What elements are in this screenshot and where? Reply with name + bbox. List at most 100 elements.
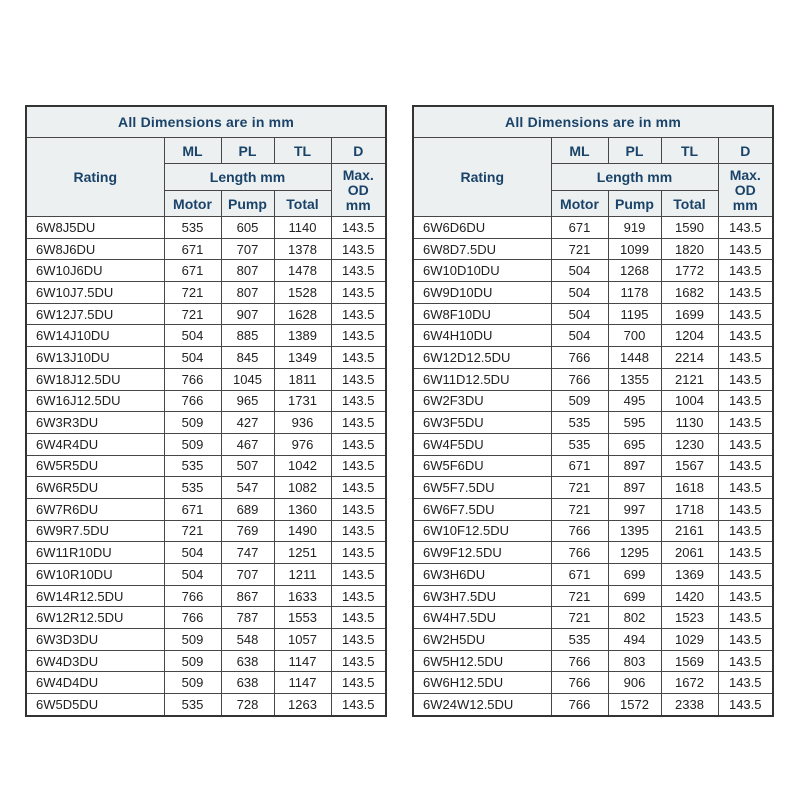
rating-cell: 6W14R12.5DU	[25, 584, 165, 608]
pump-value: 699	[607, 563, 662, 586]
d-value: 143.5	[717, 411, 774, 434]
d-value: 143.5	[330, 259, 387, 283]
total-value: 1523	[660, 606, 719, 630]
total-value: 1633	[273, 584, 332, 608]
pump-value: 845	[220, 346, 275, 369]
table-row: 6W4H7.5DU 721 802 1523 143.5	[412, 606, 774, 630]
table-row: 6W11R10DU 504 747 1251 143.5	[25, 541, 387, 564]
motor-value: 721	[550, 606, 609, 630]
table-row: 6W18J12.5DU 766 1045 1811 143.5	[25, 367, 387, 391]
col-header-rating: Rating	[25, 137, 165, 217]
total-value: 1378	[273, 237, 332, 261]
motor-value: 766	[550, 367, 609, 391]
pump-value: 547	[220, 476, 275, 499]
d-value: 143.5	[717, 671, 774, 695]
header-row-sub: Motor Pump Total	[413, 190, 773, 217]
table-row: 6W8F10DU 504 1195 1699 143.5	[412, 302, 774, 326]
total-value: 1772	[660, 259, 719, 283]
rating-cell: 6W10J7.5DU	[25, 281, 165, 304]
pump-value: 867	[220, 584, 275, 608]
table-row: 6W3F5DU 535 595 1130 143.5	[412, 411, 774, 434]
motor-value: 671	[550, 454, 609, 478]
d-value: 143.5	[330, 476, 387, 499]
rating-cell: 6W10R10DU	[25, 563, 165, 586]
total-value: 1042	[273, 454, 332, 478]
rating-cell: 6W5D5DU	[25, 693, 165, 717]
d-value: 143.5	[330, 671, 387, 695]
rating-cell: 6W8F10DU	[412, 302, 552, 326]
motor-value: 509	[550, 389, 609, 413]
table-row: 6W9D10DU 504 1178 1682 143.5	[412, 281, 774, 304]
table-row: 6W10D10DU 504 1268 1772 143.5	[412, 259, 774, 283]
motor-value: 766	[163, 367, 222, 391]
d-value: 143.5	[717, 541, 774, 564]
d-value: 143.5	[330, 519, 387, 543]
table-row: 6W4D4DU 509 638 1147 143.5	[25, 671, 387, 695]
d-value: 143.5	[717, 563, 774, 586]
total-value: 1628	[273, 302, 332, 326]
header-row-symbols: Rating ML PL TL D	[412, 137, 774, 217]
rating-cell: 6W8J5DU	[25, 216, 165, 239]
table-row: 6W14R12.5DU 766 867 1633 143.5	[25, 584, 387, 608]
col-header-max-od: Max. OD mm	[717, 163, 774, 217]
pump-value: 919	[607, 216, 662, 239]
rating-cell: 6W10J6DU	[25, 259, 165, 283]
pump-value: 1572	[607, 693, 662, 717]
d-value: 143.5	[330, 497, 387, 521]
table-row: 6W9F12.5DU 766 1295 2061 143.5	[412, 541, 774, 564]
col-header-rating: Rating	[412, 137, 552, 217]
motor-value: 509	[163, 411, 222, 434]
d-value: 143.5	[330, 324, 387, 348]
table-title-row: All Dimensions are in mm	[412, 105, 774, 138]
pump-value: 1295	[607, 541, 662, 564]
rating-cell: 6W5F6DU	[412, 454, 552, 478]
pump-value: 1268	[607, 259, 662, 283]
motor-value: 504	[550, 324, 609, 348]
rating-cell: 6W12J7.5DU	[25, 302, 165, 326]
pump-value: 965	[220, 389, 275, 413]
rating-cell: 6W3H7.5DU	[412, 584, 552, 608]
d-value: 143.5	[717, 237, 774, 261]
motor-value: 504	[550, 259, 609, 283]
header-row-sub: Motor Pump Total	[26, 190, 386, 217]
d-value: 143.5	[717, 389, 774, 413]
table-row: 6W10F12.5DU 766 1395 2161 143.5	[412, 519, 774, 543]
rating-cell: 6W6F7.5DU	[412, 497, 552, 521]
pump-value: 1178	[607, 281, 662, 304]
table-row: 6W3H6DU 671 699 1369 143.5	[412, 563, 774, 586]
pump-value: 1448	[607, 346, 662, 369]
pump-value: 638	[220, 671, 275, 695]
rating-cell: 6W5R5DU	[25, 454, 165, 478]
motor-value: 766	[163, 606, 222, 630]
table-row: 6W7R6DU 671 689 1360 143.5	[25, 497, 387, 521]
motor-value: 535	[550, 411, 609, 434]
motor-value: 721	[163, 302, 222, 326]
pump-value: 707	[220, 237, 275, 261]
d-value: 143.5	[717, 259, 774, 283]
total-value: 976	[273, 432, 332, 456]
motor-value: 766	[163, 584, 222, 608]
pump-value: 595	[607, 411, 662, 434]
table-row: 6W4F5DU 535 695 1230 143.5	[412, 432, 774, 456]
pump-value: 1099	[607, 237, 662, 261]
total-value: 1718	[660, 497, 719, 521]
table-row: 6W3H7.5DU 721 699 1420 143.5	[412, 584, 774, 608]
table-row: 6W2F3DU 509 495 1004 143.5	[412, 389, 774, 413]
d-value: 143.5	[330, 389, 387, 413]
table-row: 6W3D3DU 509 548 1057 143.5	[25, 628, 387, 651]
rating-cell: 6W7R6DU	[25, 497, 165, 521]
col-header-length-group: Length mm	[550, 163, 719, 191]
pump-value: 997	[607, 497, 662, 521]
col-header-tl: TL	[660, 137, 719, 164]
pump-value: 1355	[607, 367, 662, 391]
table-body-right: 6W6D6DU 671 919 1590 143.5 6W8D7.5DU 721 1099 18…	[412, 216, 774, 717]
d-value: 143.5	[717, 584, 774, 608]
rating-cell: 6W5H12.5DU	[412, 649, 552, 673]
motor-value: 535	[163, 216, 222, 239]
table-row: 6W12D12.5DU 766 1448 2214 143.5	[412, 346, 774, 369]
pump-value: 689	[220, 497, 275, 521]
total-value: 1731	[273, 389, 332, 413]
d-value: 143.5	[717, 649, 774, 673]
motor-value: 504	[550, 281, 609, 304]
rating-cell: 6W6H12.5DU	[412, 671, 552, 695]
